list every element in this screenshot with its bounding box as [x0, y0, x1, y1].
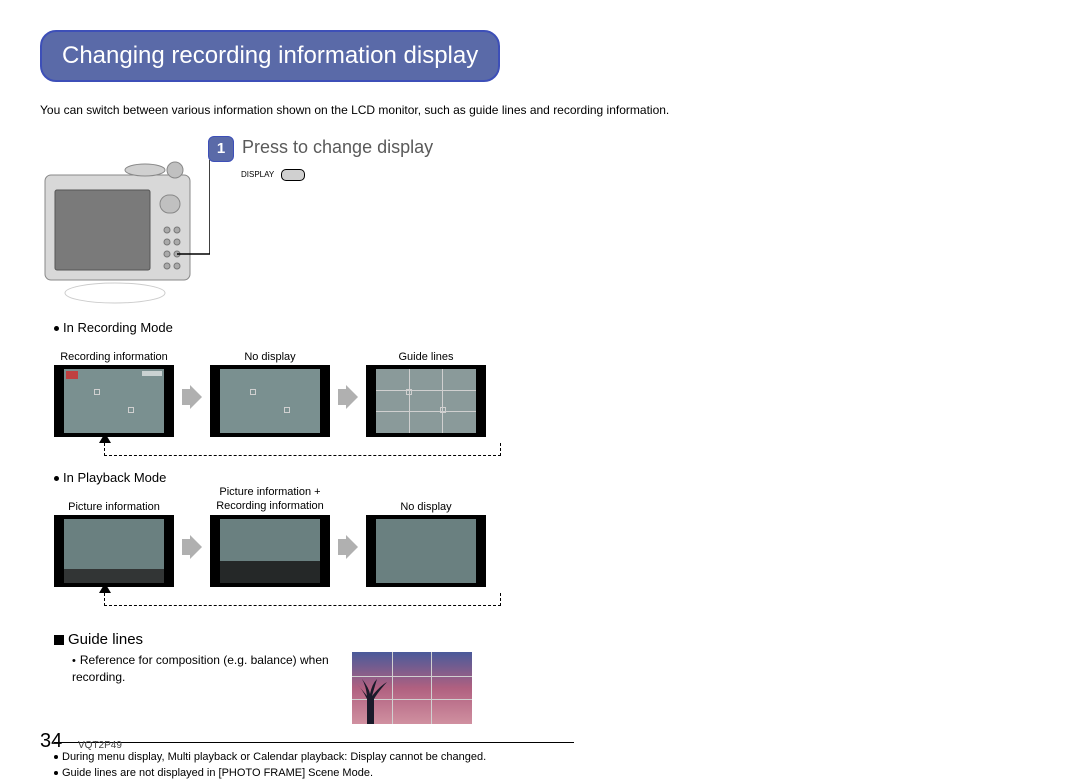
lcd-screen-picture-info [54, 515, 174, 587]
screen-label: Picture information + Recording informat… [216, 487, 324, 513]
guide-lines-heading-text: Guide lines [68, 631, 143, 648]
screen-label: No display [400, 487, 451, 513]
playback-mode-section: In Playback Mode Picture information Pic… [54, 470, 1040, 606]
display-button-diagram: DISPLAY [241, 166, 433, 184]
lcd-screen-no-display [210, 365, 330, 437]
arrow-right-icon [182, 535, 202, 559]
step-number-badge: 1 [208, 136, 234, 162]
square-bullet-icon [54, 635, 64, 645]
note-text: During menu display, Multi playback or C… [62, 751, 486, 763]
intro-text: You can switch between various informati… [40, 102, 1040, 119]
note-text: Guide lines are not displayed in [PHOTO … [62, 767, 373, 779]
bullet-icon [54, 755, 58, 759]
screen-label: No display [244, 337, 295, 363]
screen-label: Picture information [68, 487, 160, 513]
screen-label: Guide lines [398, 337, 453, 363]
arrow-right-icon [338, 535, 358, 559]
display-button-icon [281, 169, 305, 181]
page-title: Changing recording information display [40, 30, 500, 82]
arrow-right-icon [182, 385, 202, 409]
lcd-screen-recording-info [54, 365, 174, 437]
cycle-return-arrow [104, 443, 501, 456]
recording-mode-section: In Recording Mode Recording information … [54, 320, 1040, 456]
page-number: 34 [40, 730, 62, 753]
bullet-icon [54, 326, 59, 331]
bullet-icon [54, 476, 59, 481]
display-button-label: DISPLAY [241, 170, 274, 179]
recording-mode-heading-text: In Recording Mode [63, 320, 173, 335]
lcd-screen-playback-no-display [366, 515, 486, 587]
lcd-screen-guide-lines [366, 365, 486, 437]
guide-lines-text: •Reference for composition (e.g. balance… [72, 652, 352, 686]
playback-mode-heading-text: In Playback Mode [63, 470, 166, 485]
arrow-right-icon [338, 385, 358, 409]
guide-lines-heading: Guide lines [54, 631, 1040, 648]
camera-illustration [40, 150, 210, 310]
divider [54, 742, 574, 743]
guide-lines-body: Reference for composition (e.g. balance)… [72, 653, 329, 684]
lcd-screen-picture-rec-info [210, 515, 330, 587]
guide-lines-example-image [352, 652, 472, 724]
notes-section: During menu display, Multi playback or C… [54, 749, 584, 782]
document-code: VQT2P49 [78, 740, 122, 751]
screen-label: Recording information [60, 337, 168, 363]
playback-mode-heading: In Playback Mode [54, 470, 1040, 485]
step-title: Press to change display [242, 137, 433, 158]
cycle-return-arrow [104, 593, 501, 606]
recording-mode-heading: In Recording Mode [54, 320, 1040, 335]
bullet-icon [54, 771, 58, 775]
